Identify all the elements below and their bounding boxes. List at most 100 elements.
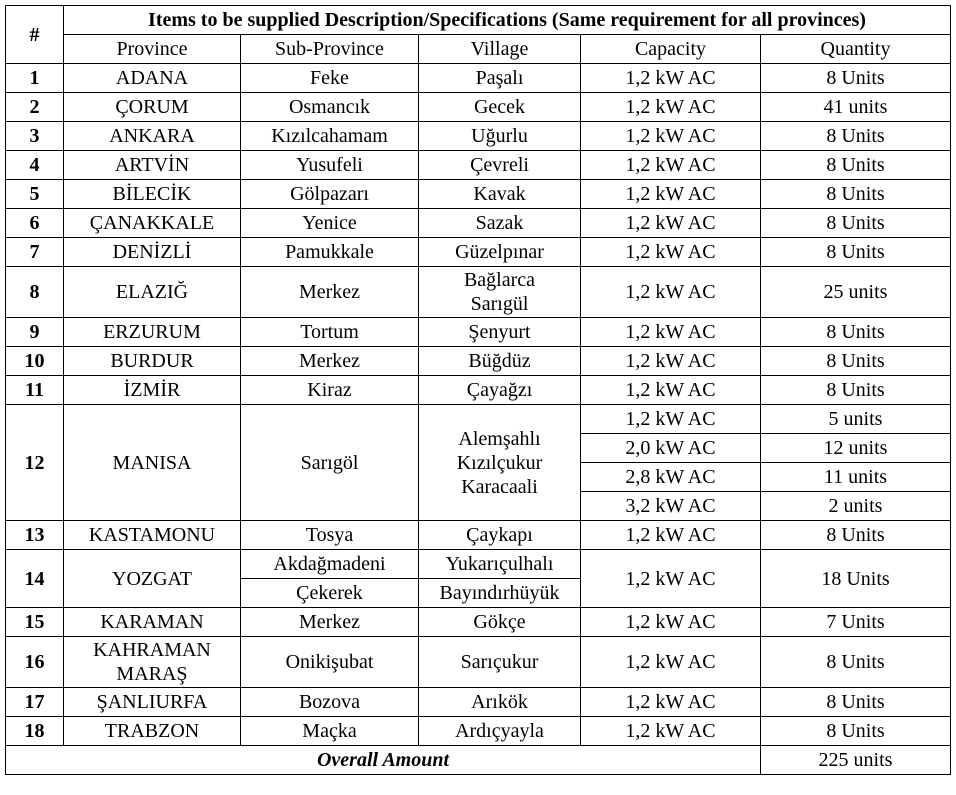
row-number: 8 xyxy=(5,266,64,318)
table-row: 2,8 kW AC 11 units xyxy=(6,462,952,492)
table-row: 10 BURDUR Merkez Büğdüz 1,2 kW AC 8 Units xyxy=(5,346,952,376)
row-number: 16 xyxy=(5,636,64,688)
sub-province: Onikişubat xyxy=(240,636,419,688)
province: YOZGAT xyxy=(63,549,241,608)
capacity: 1,2 kW AC xyxy=(580,375,761,405)
province: ERZURUM xyxy=(63,317,241,347)
village: Çevreli xyxy=(418,150,581,180)
row-number: 4 xyxy=(5,150,64,180)
village: Çayağzı xyxy=(418,375,581,405)
row-number: 9 xyxy=(5,317,64,347)
table-row: 16 KAHRAMAN MARAŞ Onikişubat Sarıçukur 1,2 k… xyxy=(5,636,952,688)
capacity: 1,2 kW AC xyxy=(580,63,761,93)
sub-province: Akdağmadeni xyxy=(240,549,419,579)
quantity: 7 Units xyxy=(759,607,952,637)
quantity: 8 Units xyxy=(759,687,952,717)
province: MANISA xyxy=(63,404,241,521)
overall-label: Overall Amount xyxy=(5,745,761,775)
quantity: 8 Units xyxy=(759,716,952,746)
province: BURDUR xyxy=(63,346,241,376)
village: Uğurlu xyxy=(418,121,581,151)
footer-row: Overall Amount 225 units xyxy=(5,745,952,775)
province: ELAZIĞ xyxy=(63,266,241,318)
village: Alemşahlı Kızılçukur Karacaali xyxy=(418,404,581,521)
capacity: 1,2 kW AC xyxy=(580,636,761,688)
column-header: Capacity xyxy=(580,34,761,64)
village: Sazak xyxy=(418,208,581,238)
sub-province: Merkez xyxy=(240,346,419,376)
column-header: Province xyxy=(63,34,241,64)
quantity: 18 Units xyxy=(759,549,952,608)
quantity: 8 Units xyxy=(759,636,952,688)
province: DENİZLİ xyxy=(63,237,241,267)
province: ŞANLIURFA xyxy=(63,687,241,717)
table-row: 3,2 kW AC 2 units xyxy=(6,491,952,521)
quantity: 8 Units xyxy=(759,520,952,550)
province: ÇORUM xyxy=(63,92,241,122)
row-number: 13 xyxy=(5,520,64,550)
province: ÇANAKKALE xyxy=(63,208,241,238)
column-header-row: Province Sub-Province Village Capacity Quant… xyxy=(6,34,952,64)
capacity: 1,2 kW AC xyxy=(580,92,761,122)
row-number: 5 xyxy=(5,179,64,209)
capacity: 3,2 kW AC xyxy=(580,491,761,521)
capacity: 1,2 kW AC xyxy=(580,121,761,151)
sub-province: Pamukkale xyxy=(240,237,419,267)
province: KAHRAMAN MARAŞ xyxy=(63,636,241,688)
province: TRABZON xyxy=(63,716,241,746)
row-number: 7 xyxy=(5,237,64,267)
sub-province: Maçka xyxy=(240,716,419,746)
supply-table: # Items to be supplied Description/Speci… xyxy=(5,5,952,775)
quantity: 5 units xyxy=(759,404,952,434)
quantity: 8 Units xyxy=(759,121,952,151)
capacity: 1,2 kW AC xyxy=(580,346,761,376)
sub-province: Kiraz xyxy=(240,375,419,405)
table-row: 2 ÇORUM Osmancık Gecek 1,2 kW AC 41 units xyxy=(5,92,952,122)
quantity: 8 Units xyxy=(759,237,952,267)
province: KASTAMONU xyxy=(63,520,241,550)
table-row: 14 YOZGAT Akdağmadeni Yukarıçulhalı 1,2 kW A… xyxy=(5,549,952,608)
quantity: 8 Units xyxy=(759,179,952,209)
capacity: 1,2 kW AC xyxy=(580,266,761,318)
overall-total: 225 units xyxy=(759,745,952,775)
capacity: 1,2 kW AC xyxy=(580,208,761,238)
village: Büğdüz xyxy=(418,346,581,376)
row-number: 11 xyxy=(5,375,64,405)
village: Bağlarca Sarıgül xyxy=(418,266,581,318)
village: Ardıçyayla xyxy=(418,716,581,746)
row-number: 18 xyxy=(5,716,64,746)
capacity: 1,2 kW AC xyxy=(580,237,761,267)
province: ARTVİN xyxy=(63,150,241,180)
row-number: 15 xyxy=(5,607,64,637)
row-number: 2 xyxy=(5,92,64,122)
table-row: 3 ANKARA Kızılcahamam Uğurlu 1,2 kW AC 8 Unit… xyxy=(5,121,952,151)
sub-province: Merkez xyxy=(240,607,419,637)
capacity: 1,2 kW AC xyxy=(580,520,761,550)
table-row: 17 ŞANLIURFA Bozova Arıkök 1,2 kW AC 8 Units xyxy=(5,687,952,717)
sub-province: Bozova xyxy=(240,687,419,717)
quantity: 8 Units xyxy=(759,208,952,238)
capacity: 1,2 kW AC xyxy=(580,317,761,347)
province: İZMİR xyxy=(63,375,241,405)
capacity: 1,2 kW AC xyxy=(580,404,761,434)
column-header: Quantity xyxy=(759,34,952,64)
table-row: 9 ERZURUM Tortum Şenyurt 1,2 kW AC 8 Units xyxy=(5,317,952,347)
table-row: 12 MANISA Sarıgöl Alemşahlı Kızılçukur Kara… xyxy=(5,404,952,521)
sub-province: Tortum xyxy=(240,317,419,347)
quantity: 8 Units xyxy=(759,317,952,347)
row-number: 17 xyxy=(5,687,64,717)
quantity: 8 Units xyxy=(759,63,952,93)
quantity: 8 Units xyxy=(759,346,952,376)
quantity: 41 units xyxy=(759,92,952,122)
quantity: 2 units xyxy=(759,491,952,521)
number-header: # xyxy=(5,5,64,64)
table-row: 1 ADANA Feke Paşalı 1,2 kW AC 8 Units xyxy=(5,63,952,93)
sub-province: Yenice xyxy=(240,208,419,238)
row-number: 10 xyxy=(5,346,64,376)
table-row: 18 TRABZON Maçka Ardıçyayla 1,2 kW AC 8 Units xyxy=(5,716,952,746)
capacity: 1,2 kW AC xyxy=(580,549,761,608)
row-number: 12 xyxy=(5,404,64,521)
table-row: 7 DENİZLİ Pamukkale Güzelpınar 1,2 kW AC 8 Un… xyxy=(5,237,952,267)
capacity: 2,0 kW AC xyxy=(580,433,761,463)
